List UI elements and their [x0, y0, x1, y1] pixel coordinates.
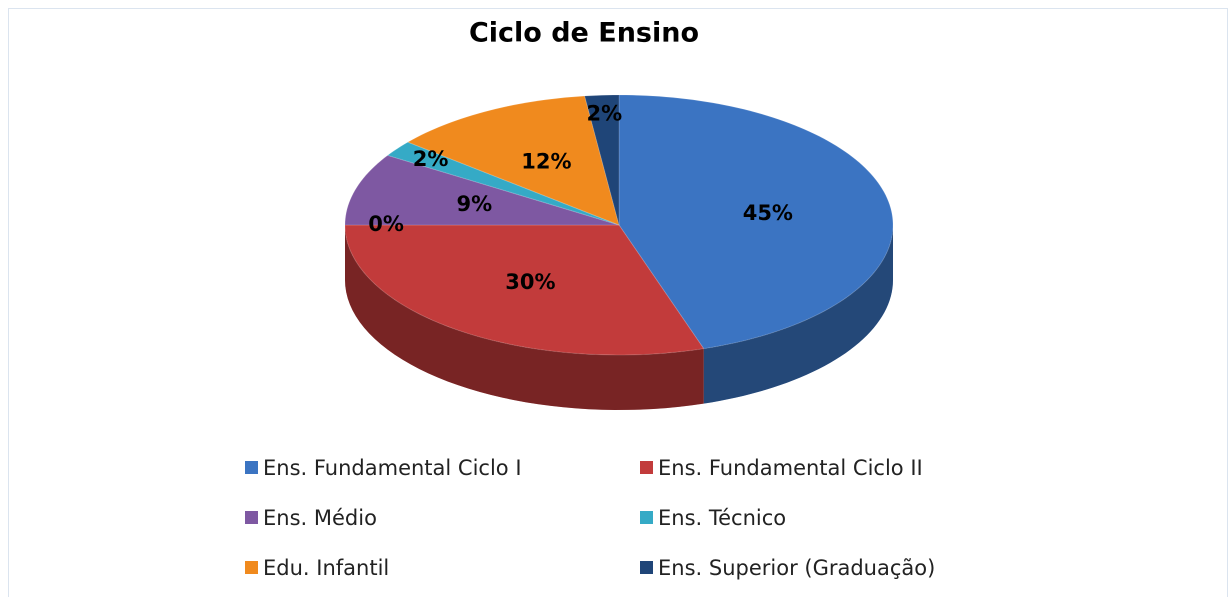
slice-top	[386, 141, 620, 226]
legend-label: Ens. Fundamental Ciclo II	[658, 456, 923, 480]
legend-swatch	[245, 561, 258, 574]
slice-side-shade	[703, 225, 893, 404]
slice-top	[344, 154, 620, 226]
data-label: 12%	[521, 149, 571, 173]
legend-swatch	[245, 511, 258, 524]
chart-title: Ciclo de Ensino	[469, 18, 699, 49]
slice-side	[703, 225, 893, 404]
legend-swatch	[640, 511, 653, 524]
slice-side	[345, 225, 704, 410]
data-label: 2%	[413, 147, 449, 171]
slice	[344, 224, 705, 410]
slice-side-shade	[345, 225, 704, 410]
slice-top	[406, 95, 620, 226]
slice	[344, 154, 620, 226]
legend-label: Ens. Superior (Graduação)	[658, 556, 935, 580]
data-label: 9%	[456, 192, 492, 216]
legend-label: Ens. Fundamental Ciclo I	[263, 456, 522, 480]
slice	[386, 141, 620, 226]
slice	[584, 94, 620, 226]
slice	[618, 94, 894, 404]
legend-swatch	[640, 561, 653, 574]
legend-swatch	[640, 461, 653, 474]
data-label: 2%	[587, 102, 623, 126]
legend-label: Edu. Infantil	[263, 556, 389, 580]
slice-top	[584, 94, 620, 226]
data-label: 30%	[505, 270, 555, 294]
data-label: 45%	[743, 201, 793, 225]
slice-top	[344, 224, 705, 356]
data-label: 0%	[368, 212, 404, 236]
legend-label: Ens. Técnico	[658, 506, 786, 530]
legend-label: Ens. Médio	[263, 506, 377, 530]
legend-swatch	[245, 461, 258, 474]
slice-top	[618, 94, 894, 350]
slice	[406, 95, 620, 226]
